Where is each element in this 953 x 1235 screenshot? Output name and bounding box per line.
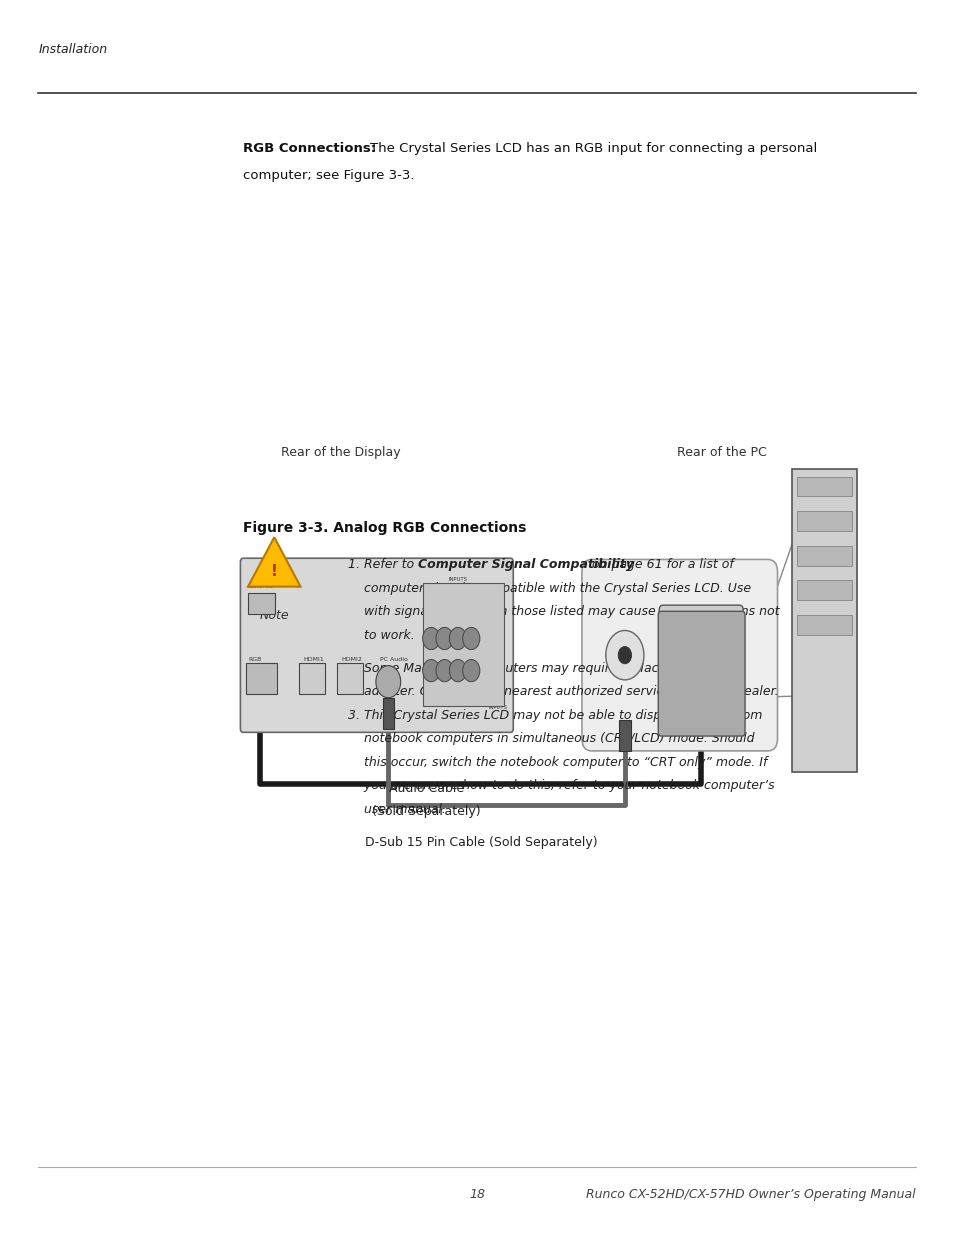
- Bar: [796, 546, 851, 566]
- FancyBboxPatch shape: [581, 559, 777, 751]
- Text: Figure 3-3. Analog RGB Connections: Figure 3-3. Analog RGB Connections: [243, 521, 526, 535]
- Text: D-Sub 15 Pin Cable (Sold Separately): D-Sub 15 Pin Cable (Sold Separately): [364, 836, 597, 850]
- Text: 1. Refer to: 1. Refer to: [348, 558, 418, 572]
- Text: Installation: Installation: [38, 43, 107, 57]
- Circle shape: [449, 627, 466, 650]
- Bar: [796, 477, 851, 496]
- Text: to work.: to work.: [348, 629, 415, 642]
- Text: The Crystal Series LCD has an RGB input for connecting a personal: The Crystal Series LCD has an RGB input …: [370, 142, 817, 156]
- Text: SERVICE: SERVICE: [248, 584, 274, 589]
- Text: user manual.: user manual.: [348, 803, 446, 816]
- Text: Runco CX-52HD/CX-57HD Owner’s Operating Manual: Runco CX-52HD/CX-57HD Owner’s Operating …: [585, 1188, 915, 1202]
- Text: Computer Signal Compatibility: Computer Signal Compatibility: [417, 558, 633, 572]
- Bar: [248, 593, 274, 614]
- Circle shape: [605, 630, 643, 679]
- Text: 3. This Crystal Series LCD may not be able to display images from: 3. This Crystal Series LCD may not be ab…: [348, 709, 761, 722]
- Circle shape: [436, 659, 453, 682]
- Text: Y  Pb  Pr: Y Pb Pr: [451, 594, 473, 599]
- Circle shape: [375, 666, 400, 698]
- Text: adapter. Contact your nearest authorized service center or dealer.: adapter. Contact your nearest authorized…: [348, 685, 778, 699]
- Bar: [246, 663, 276, 694]
- Text: 18: 18: [469, 1188, 484, 1202]
- Text: computer signals compatible with the Crystal Series LCD. Use: computer signals compatible with the Cry…: [348, 582, 751, 595]
- Text: notebook computers in simultaneous (CRT/LCD) mode. Should: notebook computers in simultaneous (CRT/…: [348, 732, 754, 746]
- Text: Note: Note: [259, 609, 289, 622]
- Bar: [796, 615, 851, 635]
- Text: INPUTS: INPUTS: [488, 705, 507, 710]
- Text: Rear of the PC: Rear of the PC: [677, 446, 766, 459]
- Text: Rear of the Display: Rear of the Display: [281, 446, 400, 459]
- Bar: [382, 698, 394, 729]
- Text: PC Audio: PC Audio: [379, 657, 407, 662]
- FancyBboxPatch shape: [240, 558, 513, 732]
- Text: (Sold Separately): (Sold Separately): [372, 805, 480, 819]
- Text: Audio Cable: Audio Cable: [389, 782, 463, 795]
- Bar: [796, 511, 851, 531]
- Circle shape: [422, 659, 439, 682]
- Text: !: !: [271, 564, 277, 579]
- Text: computer; see Figure 3-3.: computer; see Figure 3-3.: [243, 169, 415, 183]
- Polygon shape: [248, 537, 300, 587]
- Text: with signals other than those listed may cause some functions not: with signals other than those listed may…: [348, 605, 779, 619]
- Text: HDMI1: HDMI1: [303, 657, 324, 662]
- FancyBboxPatch shape: [658, 611, 744, 736]
- FancyBboxPatch shape: [659, 605, 742, 716]
- Text: INPUTS: INPUTS: [448, 577, 467, 582]
- Circle shape: [436, 627, 453, 650]
- Text: 2. Some Macintosh computers may require a Macintosh video: 2. Some Macintosh computers may require …: [348, 662, 735, 676]
- Bar: [791, 469, 856, 772]
- Bar: [618, 720, 630, 751]
- Circle shape: [462, 627, 479, 650]
- Bar: [422, 583, 503, 706]
- Text: you are unsure how to do this, refer to your notebook computer’s: you are unsure how to do this, refer to …: [348, 779, 774, 793]
- Circle shape: [462, 659, 479, 682]
- Bar: [336, 663, 363, 694]
- Text: HDMI2: HDMI2: [341, 657, 362, 662]
- Bar: [298, 663, 325, 694]
- Text: this occur, switch the notebook computer to “CRT only” mode. If: this occur, switch the notebook computer…: [348, 756, 767, 769]
- Circle shape: [618, 647, 631, 664]
- Text: on page 61 for a list of: on page 61 for a list of: [587, 558, 733, 572]
- Circle shape: [422, 627, 439, 650]
- Text: RGB: RGB: [248, 657, 261, 662]
- Bar: [796, 580, 851, 600]
- Circle shape: [449, 659, 466, 682]
- Text: RGB Connections:: RGB Connections:: [243, 142, 376, 156]
